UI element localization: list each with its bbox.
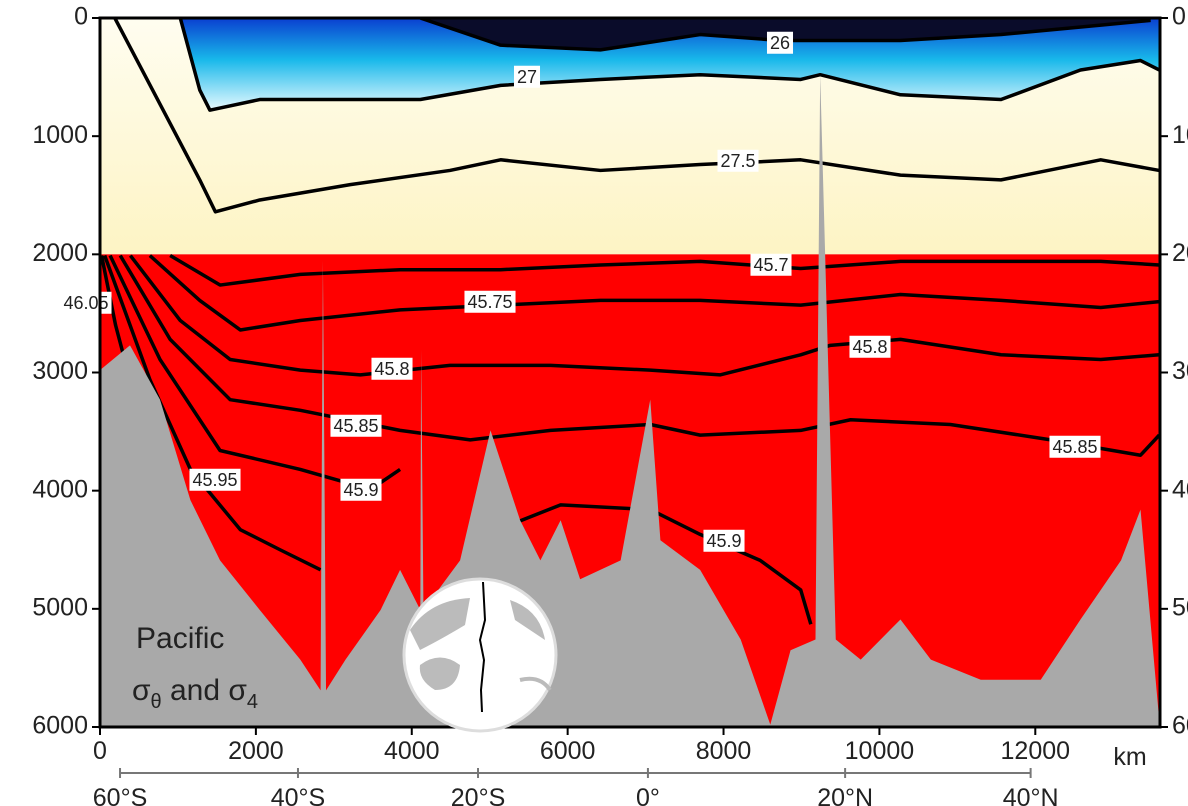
contour-label-box [750,253,792,276]
annotation-part: 4 [247,691,258,713]
lat-tick-label: 40°N [1003,784,1059,806]
contour-label: 45.95 [192,470,237,490]
y-tick-label: 2000 [32,239,88,267]
contour-label-box [330,414,382,437]
seafloor [100,74,1160,727]
annotation-part: θ [151,691,162,713]
contour-label: 27.5 [720,151,755,171]
contour-label: 45.8 [852,337,887,357]
contour-line [103,254,322,572]
y-tick-label-right: 4000 [1172,475,1188,503]
x-tick-label: 0 [93,737,107,765]
lat-tick-label: 20°N [817,784,873,806]
contour-label-box [513,65,541,88]
contour-label-box [849,335,891,358]
contour-labels: 26 27 27.5 45.7 45.75 45.8 45.8 45.85 45.85 45.9 4… [60,31,1101,552]
contour-label: 45.85 [333,416,378,436]
contour-label-box [1049,435,1101,458]
x-tick-label: 4000 [384,737,440,765]
x-unit: km [1113,743,1146,771]
contour-label-box [717,149,759,172]
y-tick-label: 1000 [32,121,88,149]
lat-tick-label: 0° [636,784,660,806]
contour-line [129,254,1160,377]
lat-tick-label: 40°S [271,784,325,806]
y-tick-label-right: 1000 [1172,121,1188,149]
y-tick-label: 5000 [32,593,88,621]
contour-label: 27 [517,67,537,87]
x-tick-label: 8000 [696,737,752,765]
annotation-line2: σθ and σ4 [132,674,258,713]
y-tick-label-right: 2000 [1172,239,1188,267]
lat-tick-label: 20°S [451,784,505,806]
contour-label: 45.85 [1052,437,1097,457]
y-tick-label: 0 [74,3,88,31]
contour-label: 45.9 [343,480,378,500]
contour-label: 26 [770,33,790,53]
globe-inset [402,577,558,733]
contour-label: 45.8 [374,359,409,379]
annotation-part: and σ [162,674,248,707]
contour-label: 46.05 [63,293,108,313]
plot-area [100,18,1160,727]
contour-label-box [703,529,745,552]
contour-label: 45.9 [706,531,741,551]
y-tick-label-right: 3000 [1172,357,1188,385]
y-tick-label: 6000 [32,712,88,740]
y-tick-label-right: 6000 [1172,712,1188,740]
contour-label: 45.75 [467,292,512,312]
lat-tick-label: 60°S [93,784,147,806]
contour-label: 45.7 [753,255,788,275]
contour-line [148,254,1160,332]
x-tick-label: 10000 [845,737,915,765]
contour-line [178,18,1160,112]
contour-line [169,254,1160,287]
contour-line [113,18,1160,214]
contour-label-box [371,357,413,380]
contour-label-box [766,31,794,54]
y-tick-label: 4000 [32,475,88,503]
contour-label-box [189,468,241,491]
x-tick-label: 12000 [1001,737,1071,765]
y-tick-label-right: 0 [1172,3,1186,31]
y-tick-label-right: 5000 [1172,593,1188,621]
contour-label-box [464,290,516,313]
annotation-line1: Pacific [136,622,224,655]
y-tick-label: 3000 [32,357,88,385]
contour-label-box [340,478,382,501]
x-tick-label: 2000 [228,737,284,765]
x-tick-label: 6000 [540,737,596,765]
annotation-part: σ [132,674,151,707]
